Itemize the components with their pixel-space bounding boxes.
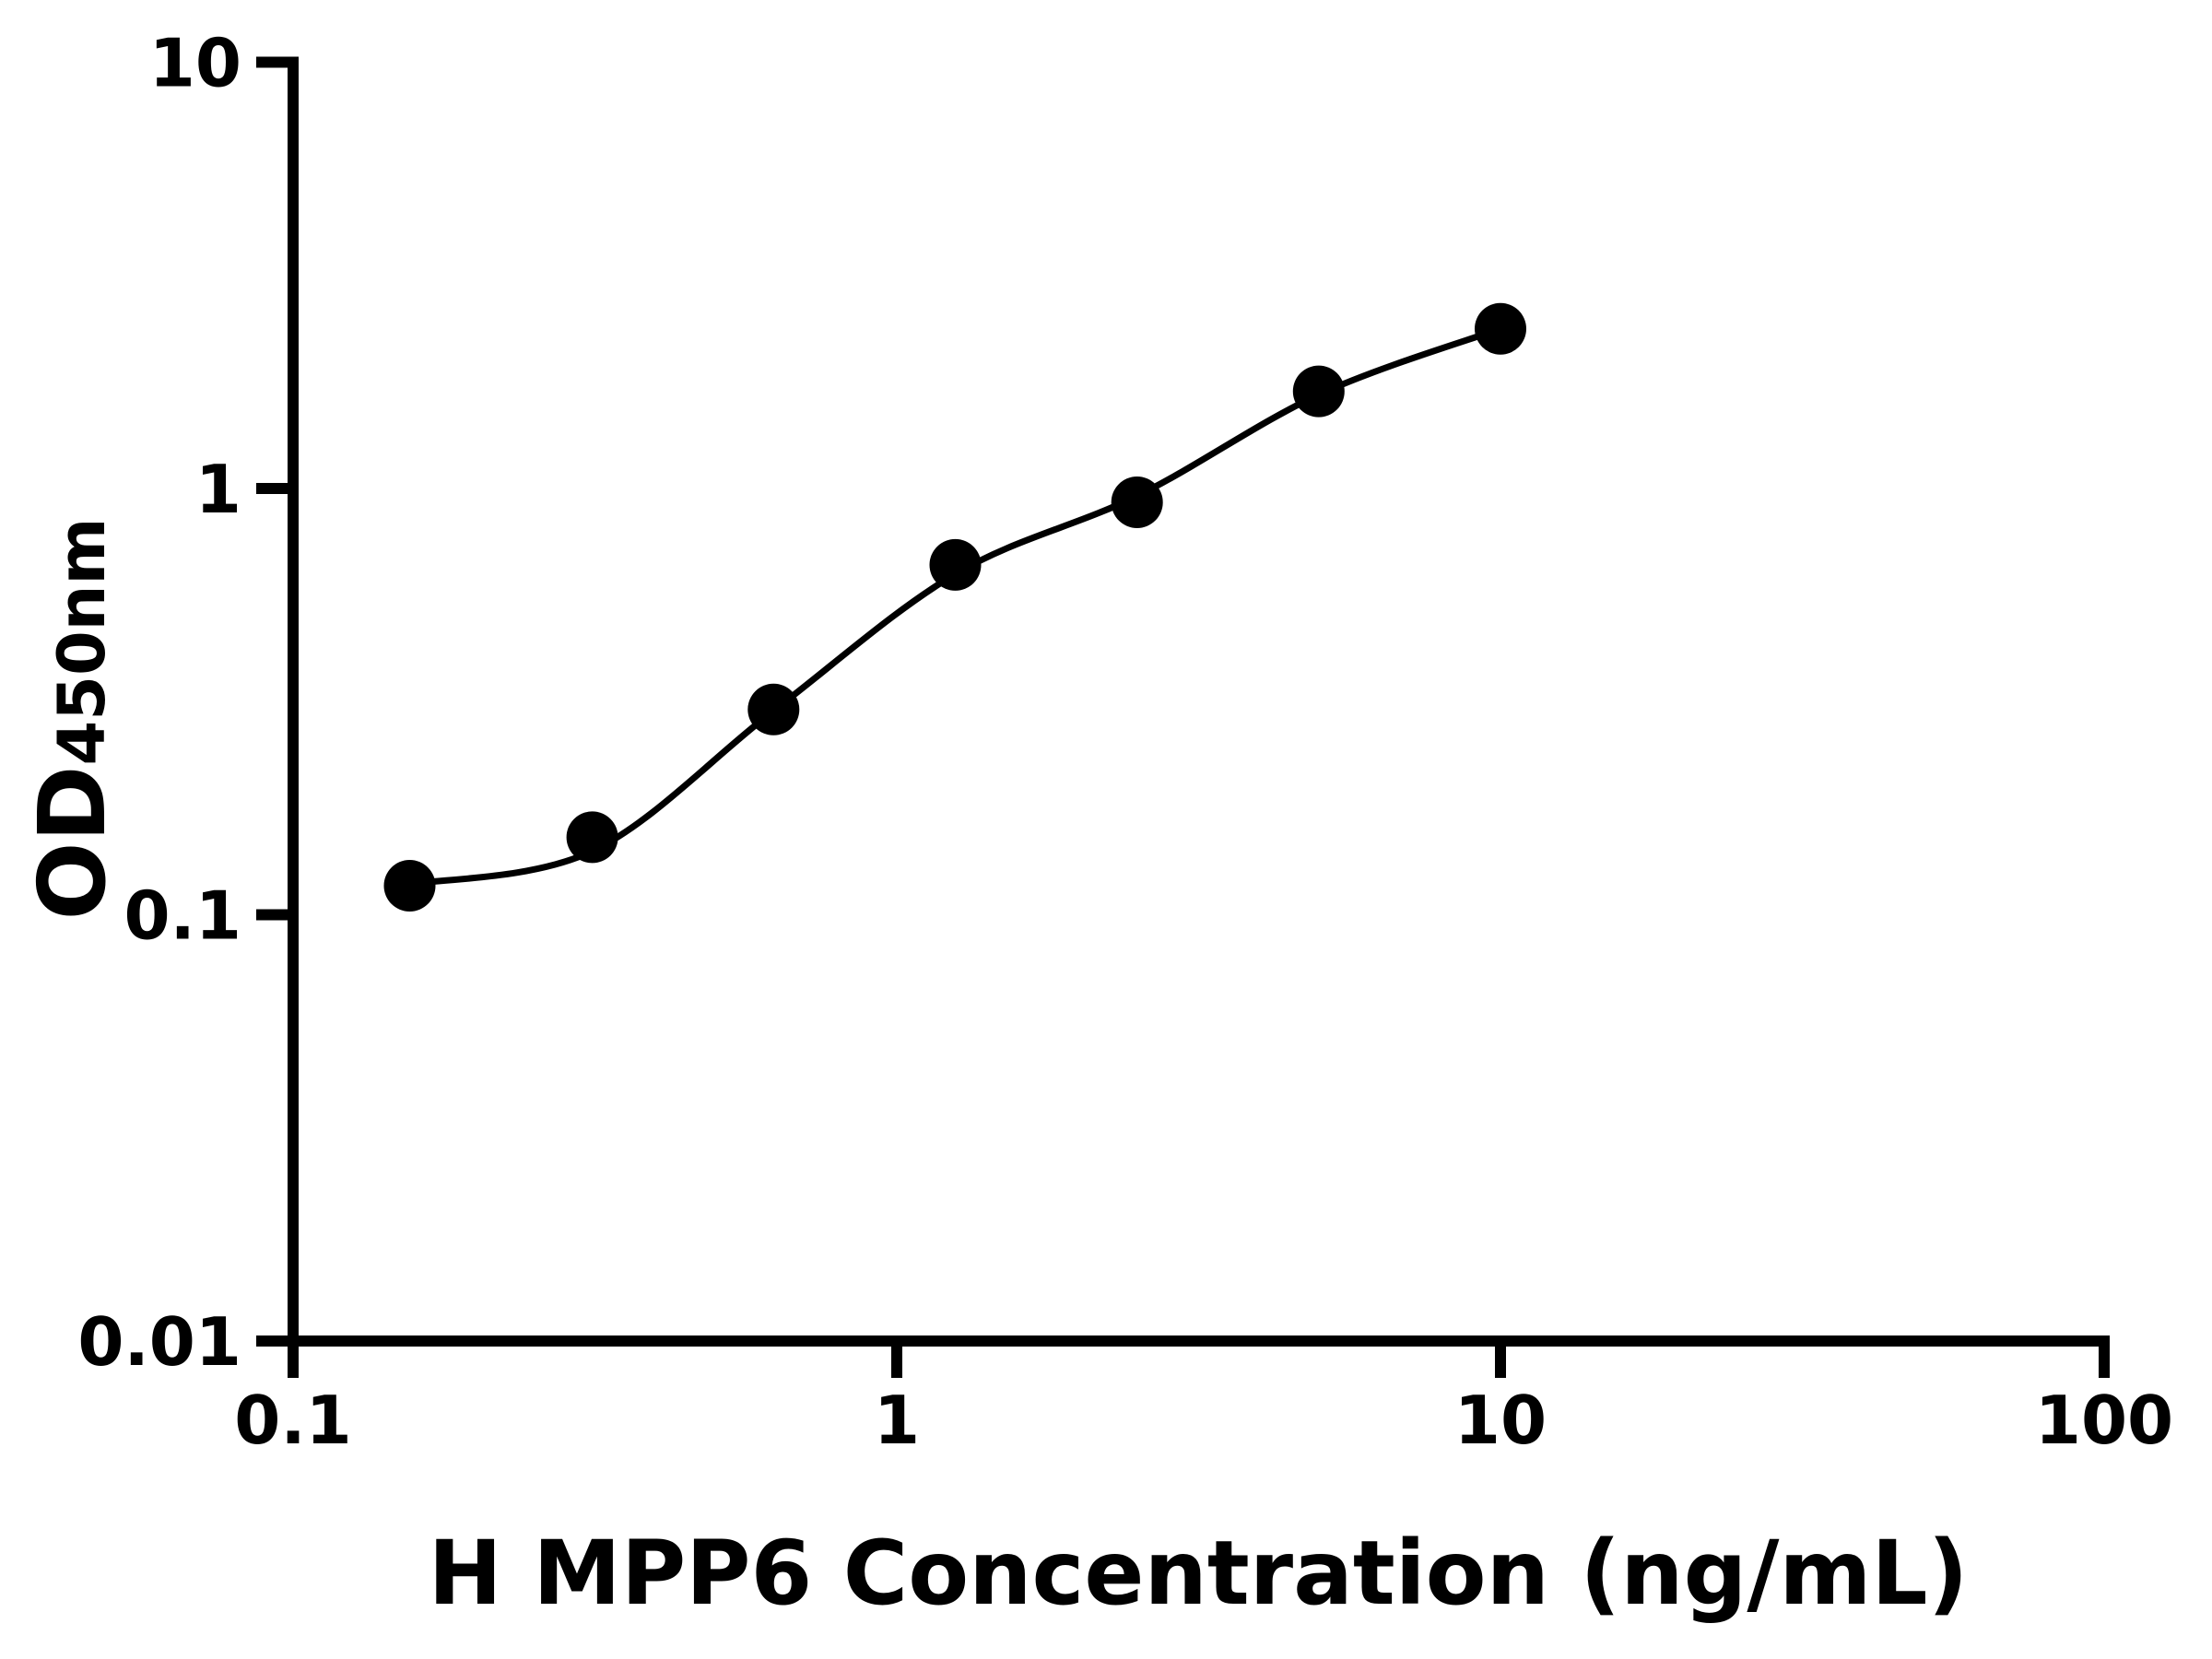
data-point-marker — [383, 860, 436, 912]
y-tick-label: 0.1 — [124, 877, 241, 955]
data-point-marker — [929, 538, 982, 591]
y-axis-title-main: OD — [18, 765, 126, 920]
y-axis-title-sub: 450nm — [44, 518, 120, 766]
x-tick-label: 100 — [2035, 1382, 2173, 1459]
x-tick-label: 10 — [1454, 1382, 1547, 1459]
axes — [256, 56, 2110, 1378]
y-tick-label: 10 — [149, 25, 241, 102]
y-tick-label: 1 — [195, 451, 241, 528]
x-tick-label: 1 — [874, 1382, 920, 1459]
data-point-marker — [1292, 365, 1345, 418]
data-point-marker — [566, 811, 618, 864]
data-point-marker — [747, 683, 800, 735]
data-point-marker — [1475, 302, 1526, 355]
x-axis-title: H MPP6 Concentration (ng/mL) — [429, 1522, 1969, 1625]
y-axis-title: OD450nm — [18, 518, 126, 921]
data-point-marker — [1111, 477, 1163, 528]
x-tick-label: 0.1 — [234, 1382, 352, 1459]
data-points — [383, 302, 1526, 912]
y-tick-label: 0.01 — [77, 1303, 241, 1381]
